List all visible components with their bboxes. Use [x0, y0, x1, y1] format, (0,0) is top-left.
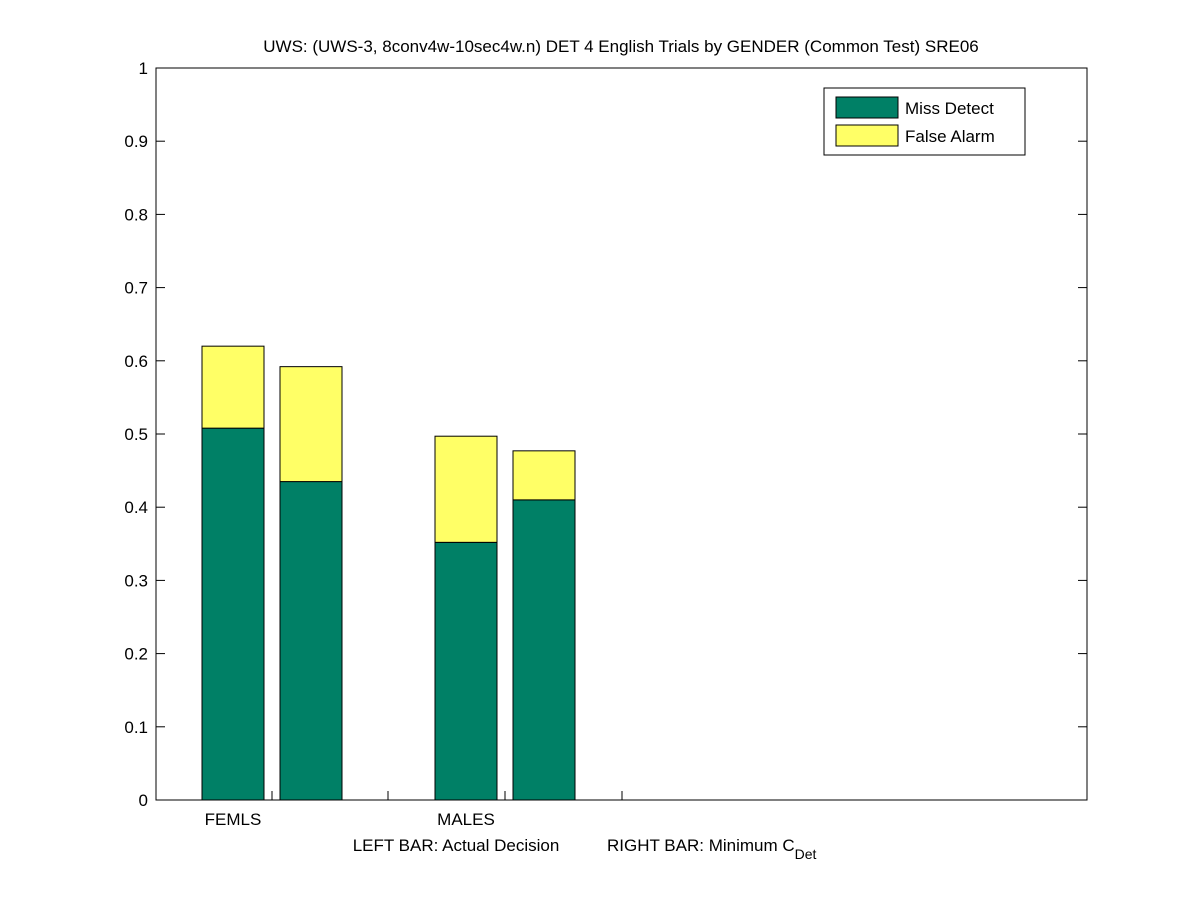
y-tick-label: 0.5 [124, 425, 148, 444]
legend-swatch-false-alarm [835, 124, 899, 147]
y-tick-label: 0.7 [124, 279, 148, 298]
bar-males-minimum-false-alarm [512, 450, 576, 501]
chart-title: UWS: (UWS-3, 8conv4w-10sec4w.n) DET 4 En… [263, 37, 978, 56]
bar-femls-minimum-false-alarm [279, 366, 343, 483]
y-tick-label: 0 [139, 791, 148, 810]
bar-males-actual-false-alarm [434, 435, 498, 543]
axes: 0 0.1 0.2 0.3 0.4 0.5 0.6 0.7 0.8 0.9 1 FEMLS MALES [124, 59, 1088, 829]
bar-femls-actual-false-alarm [201, 345, 265, 429]
bar-femls-minimum-miss-detect [279, 481, 343, 801]
x-axis-label-right-subscript: Det [795, 846, 817, 862]
bar-femls-actual-miss-detect [201, 427, 265, 801]
legend-swatch-miss-detect [835, 96, 899, 119]
legend-entry-miss-detect: Miss Detect [905, 99, 994, 118]
y-tick-label: 0.4 [124, 498, 148, 517]
y-tick-label: 1 [139, 59, 148, 78]
bar-males-actual-miss-detect [434, 541, 498, 801]
y-tick-label: 0.9 [124, 132, 148, 151]
x-axis-label-right-main: RIGHT BAR: Minimum C [607, 836, 795, 855]
legend: Miss Detect False Alarm [823, 87, 1026, 156]
x-axis-labels: LEFT BAR: Actual Decision RIGHT BAR: Min… [353, 836, 817, 862]
x-tick-label-femls: FEMLS [205, 810, 262, 829]
x-axis-label-right: RIGHT BAR: Minimum CDet [607, 836, 817, 862]
bar-males-minimum-miss-detect [512, 499, 576, 801]
y-tick-label: 0.8 [124, 205, 148, 224]
y-tick-label: 0.6 [124, 352, 148, 371]
y-tick-label: 0.3 [124, 571, 148, 590]
y-tick-label: 0.1 [124, 718, 148, 737]
legend-entry-false-alarm: False Alarm [905, 127, 995, 146]
x-tick-label-males: MALES [437, 810, 495, 829]
y-tick-label: 0.2 [124, 645, 148, 664]
plot-area [156, 68, 1087, 801]
x-axis-label-left: LEFT BAR: Actual Decision [353, 836, 560, 855]
